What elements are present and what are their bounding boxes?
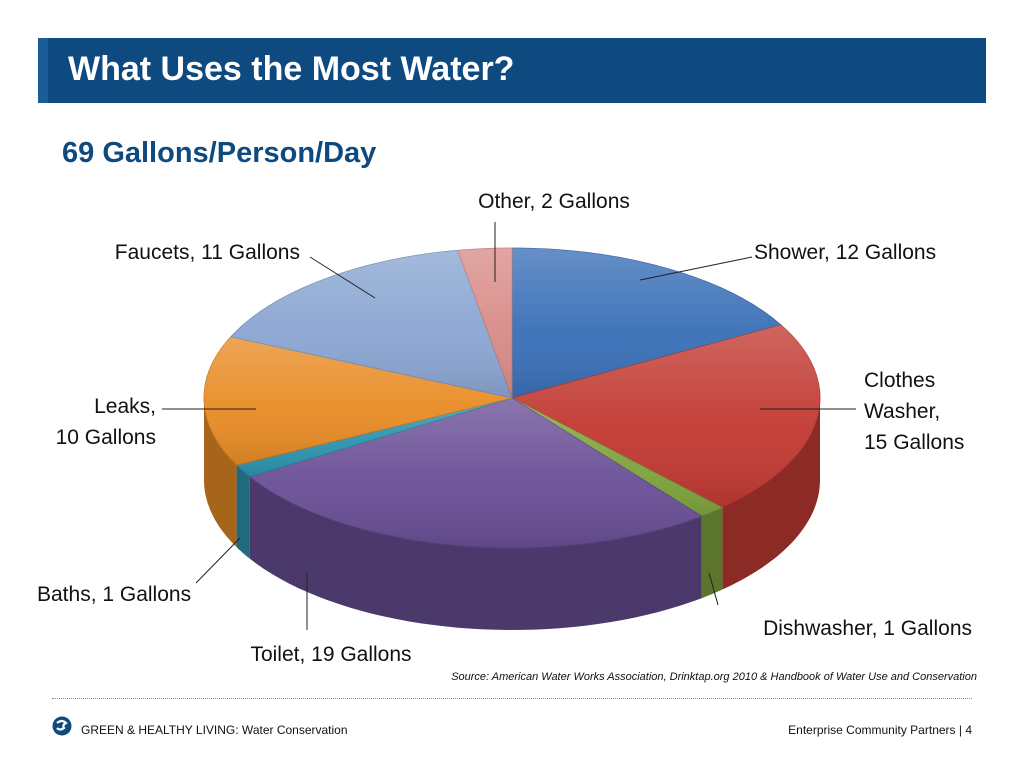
data-label-shower: Shower, 12 Gallons [754, 241, 936, 264]
footer-section-title: GREEN & HEALTHY LIVING: Water Conservati… [81, 723, 348, 737]
data-label-toilet: Toilet, 19 Gallons [250, 643, 411, 666]
data-label-baths: Baths, 1 Gallons [37, 583, 191, 606]
data-label-faucets: Faucets, 11 Gallons [115, 241, 300, 264]
data-label-dishwasher: Dishwasher, 1 Gallons [763, 617, 972, 640]
pie-slice-gloss-leaks [203, 336, 512, 466]
footer-page-info: Enterprise Community Partners | 4 [788, 723, 972, 737]
data-label-leaks: Leaks, 10 Gallons [56, 395, 156, 449]
pie-slice-gloss-clothes-washer [512, 324, 820, 508]
footer-divider [52, 698, 972, 699]
pie-side-walls [204, 398, 820, 630]
leader-line-dishwasher [708, 572, 719, 606]
title-bar: What Uses the Most Water? [38, 38, 986, 103]
pie-side-dishwasher [701, 507, 723, 599]
pie-slice-gloss-baths [236, 398, 512, 477]
pie-slice-gloss-toilet [249, 398, 702, 549]
leader-line-baths [195, 537, 241, 584]
pie-slice-gloss-shower [512, 248, 781, 398]
pie-side-leaks [204, 398, 237, 548]
source-note: Source: American Water Works Association… [451, 671, 977, 683]
chart-subtitle: 69 Gallons/Person/Day [62, 137, 377, 169]
data-label-other: Other, 2 Gallons [478, 190, 630, 213]
pie-slice-gloss-other [457, 247, 512, 398]
pie-side-clothes-washer [722, 398, 820, 590]
enterprise-logo-icon [52, 716, 72, 736]
pie-side-baths [236, 465, 250, 559]
pie-slice-gloss-dishwasher [512, 398, 723, 517]
leader-line-shower [639, 256, 753, 281]
pie-top-slices [203, 247, 821, 549]
leader-line-faucets [309, 256, 376, 299]
pie-side-toilet [249, 476, 702, 630]
pie-chart: Shower, 12 Gallons Clothes Washer, 15 Gallo… [37, 190, 972, 666]
leader-lines [162, 222, 856, 630]
pie-slice-gloss-faucets [230, 250, 513, 398]
data-label-clothes-washer: Clothes Washer, 15 Gallons [864, 369, 964, 454]
slide-title: What Uses the Most Water? [68, 50, 515, 88]
slice-labels: Shower, 12 Gallons Clothes Washer, 15 Gallo… [37, 190, 972, 666]
